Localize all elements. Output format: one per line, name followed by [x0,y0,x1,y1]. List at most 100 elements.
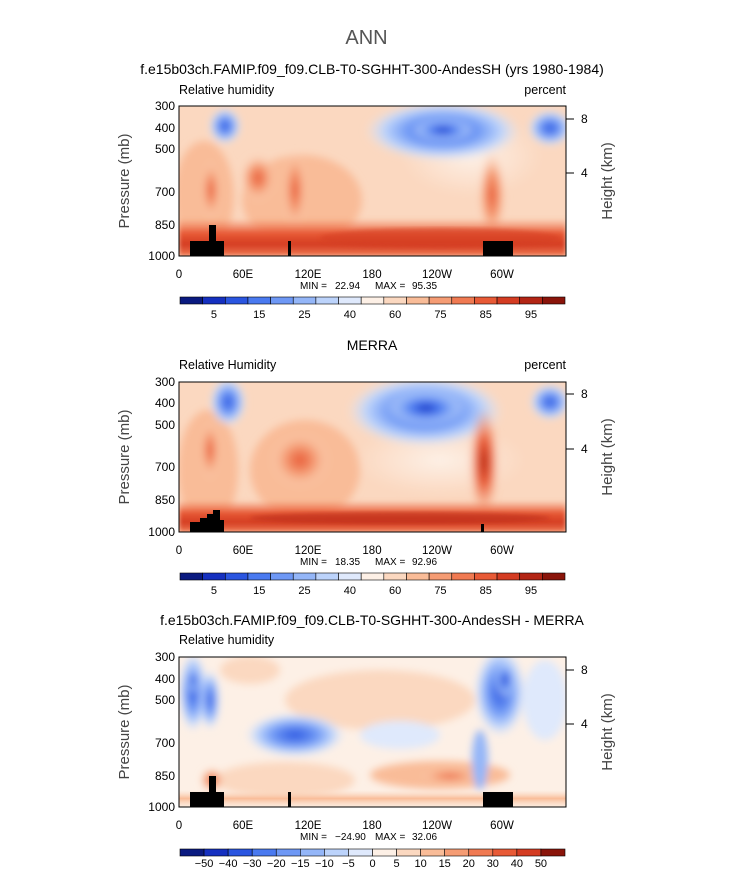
panel-3-topography [190,776,513,807]
colorbar-swatch [202,296,226,305]
panel-3-min-label: MIN = [300,832,327,843]
colorbar-label: 60 [389,585,401,597]
colorbar-swatch [542,572,566,581]
panel-1-ytick: 850 [155,218,175,232]
panel-2-ytick: 700 [155,460,175,474]
colorbar-swatch [496,572,521,581]
panel-1-ytick: 400 [155,121,175,135]
panel-3-y2tick: 4 [581,717,588,731]
panel-3-y2tick: 8 [581,663,588,677]
panel-2-y2axis: 8 4 [566,387,588,456]
panel-1-right-label: percent [524,83,566,97]
panel-1-xaxis: 0 60E 120E 180 120W 60W [176,269,514,281]
panel-2-xtick: 60E [233,545,254,557]
panel-1-min-value: 22.94 [335,281,360,292]
colorbar-swatch [444,848,470,857]
panel-2-y2label: Height (km) [599,418,616,496]
colorbar-label: 15 [439,858,451,870]
panel-1-xtick: 120E [295,269,322,281]
panel-1-title: f.e15b03ch.FAMIP.f09_f09.CLB-T0-SGHHT-30… [140,61,604,77]
colorbar-label: 10 [415,858,427,870]
panel-3-xtick: 120E [295,820,322,832]
colorbar-swatch [348,848,373,857]
panel-2-topography [190,510,484,532]
colorbar-swatch [492,848,518,857]
panel-1-xtick: 60W [490,269,514,281]
panel-2-min-value: 18.35 [335,557,360,568]
panel-3-max-label: MAX = [375,832,405,843]
colorbar-label: 30 [487,858,499,870]
colorbar-label: 25 [298,309,310,321]
panel-2-title: MERRA [347,337,398,353]
panel-2-xtick: 120W [422,545,452,557]
colorbar-swatch [292,296,317,305]
colorbar-swatch [474,572,498,581]
panel-2-stats: MIN = 18.35 MAX = 92.96 [300,557,437,568]
panel-1-ylabel: Pressure (mb) [116,133,133,228]
colorbar-swatch [338,572,362,581]
panel-1-y2axis: 8 4 [566,112,588,180]
colorbar-swatch [519,296,543,305]
colorbar-label: −30 [243,858,262,870]
colorbar-label: 60 [389,309,401,321]
colorbar-swatch [270,572,294,581]
colorbar-swatch [540,848,566,857]
colorbar-label: 15 [253,585,265,597]
colorbar-swatch [224,296,249,305]
panel-2-xtick: 120E [295,545,322,557]
colorbar-label: 50 [535,858,547,870]
colorbar-label: 5 [394,858,400,870]
panel-3-ytick: 1000 [148,800,175,814]
panel-3-ytick: 850 [155,769,175,783]
panel-1-stats: MIN = 22.94 MAX = 95.35 [300,281,437,292]
colorbar-swatch [420,848,445,857]
panel-1-xtick: 0 [176,269,182,281]
panel-3-ytick: 500 [155,693,175,707]
colorbar-swatch [227,848,253,857]
colorbar-swatch [468,848,494,857]
colorbar-label: −15 [291,858,310,870]
panel-1-max-value: 95.35 [412,281,437,292]
colorbar-swatch [516,848,542,857]
colorbar-label: 15 [253,309,265,321]
colorbar-label: 85 [480,309,492,321]
colorbar-swatch [474,296,498,305]
colorbar-swatch [300,848,325,857]
colorbar-swatch [428,296,453,305]
colorbar-swatch [496,296,521,305]
colorbar-swatch [451,572,475,581]
panel-2-frame [178,381,567,533]
panel-3-xtick: 0 [176,820,182,832]
panel-2-ytick: 500 [155,418,175,432]
panel-3-left-label: Relative humidity [179,633,275,647]
panel-2-xtick: 0 [176,545,182,557]
colorbar-label: −20 [267,858,286,870]
panel-3-field [179,657,566,807]
colorbar-label: −10 [315,858,334,870]
colorbar-swatch [292,572,317,581]
panel-2-xaxis: 0 60E 120E 180 120W 60W [176,545,514,557]
panel-2-colorbar: 5 15 25 40 60 75 85 95 [179,572,566,597]
colorbar-swatch [251,848,277,857]
panel-3-colorbar: −50 −40 −30 −20 −15 −10 −5 0 5 10 15 20 30 40 50 [179,848,566,870]
colorbar-swatch [360,296,385,305]
panel-1-topography [190,225,513,256]
colorbar-swatch [360,572,385,581]
panel-2-max-label: MAX = [375,557,405,568]
colorbar-label: 5 [211,585,217,597]
panel-2-ytick: 400 [155,396,175,410]
panel-1-xtick: 60E [233,269,254,281]
panel-2-right-label: percent [524,358,566,372]
panel-1: f.e15b03ch.FAMIP.f09_f09.CLB-T0-SGHHT-30… [116,61,616,321]
panel-1-y2tick: 4 [581,166,588,180]
panel-2-ylabel: Pressure (mb) [116,409,133,504]
colorbar-swatch [315,296,339,305]
colorbar-swatch [542,296,566,305]
panel-1-xtick: 120W [422,269,452,281]
colorbar-swatch [179,296,203,305]
panel-3-y2label: Height (km) [599,693,616,771]
colorbar-swatch [247,296,271,305]
panel-2-ytick: 850 [155,493,175,507]
colorbar-label: 5 [211,309,217,321]
panel-3-frame [178,656,567,808]
